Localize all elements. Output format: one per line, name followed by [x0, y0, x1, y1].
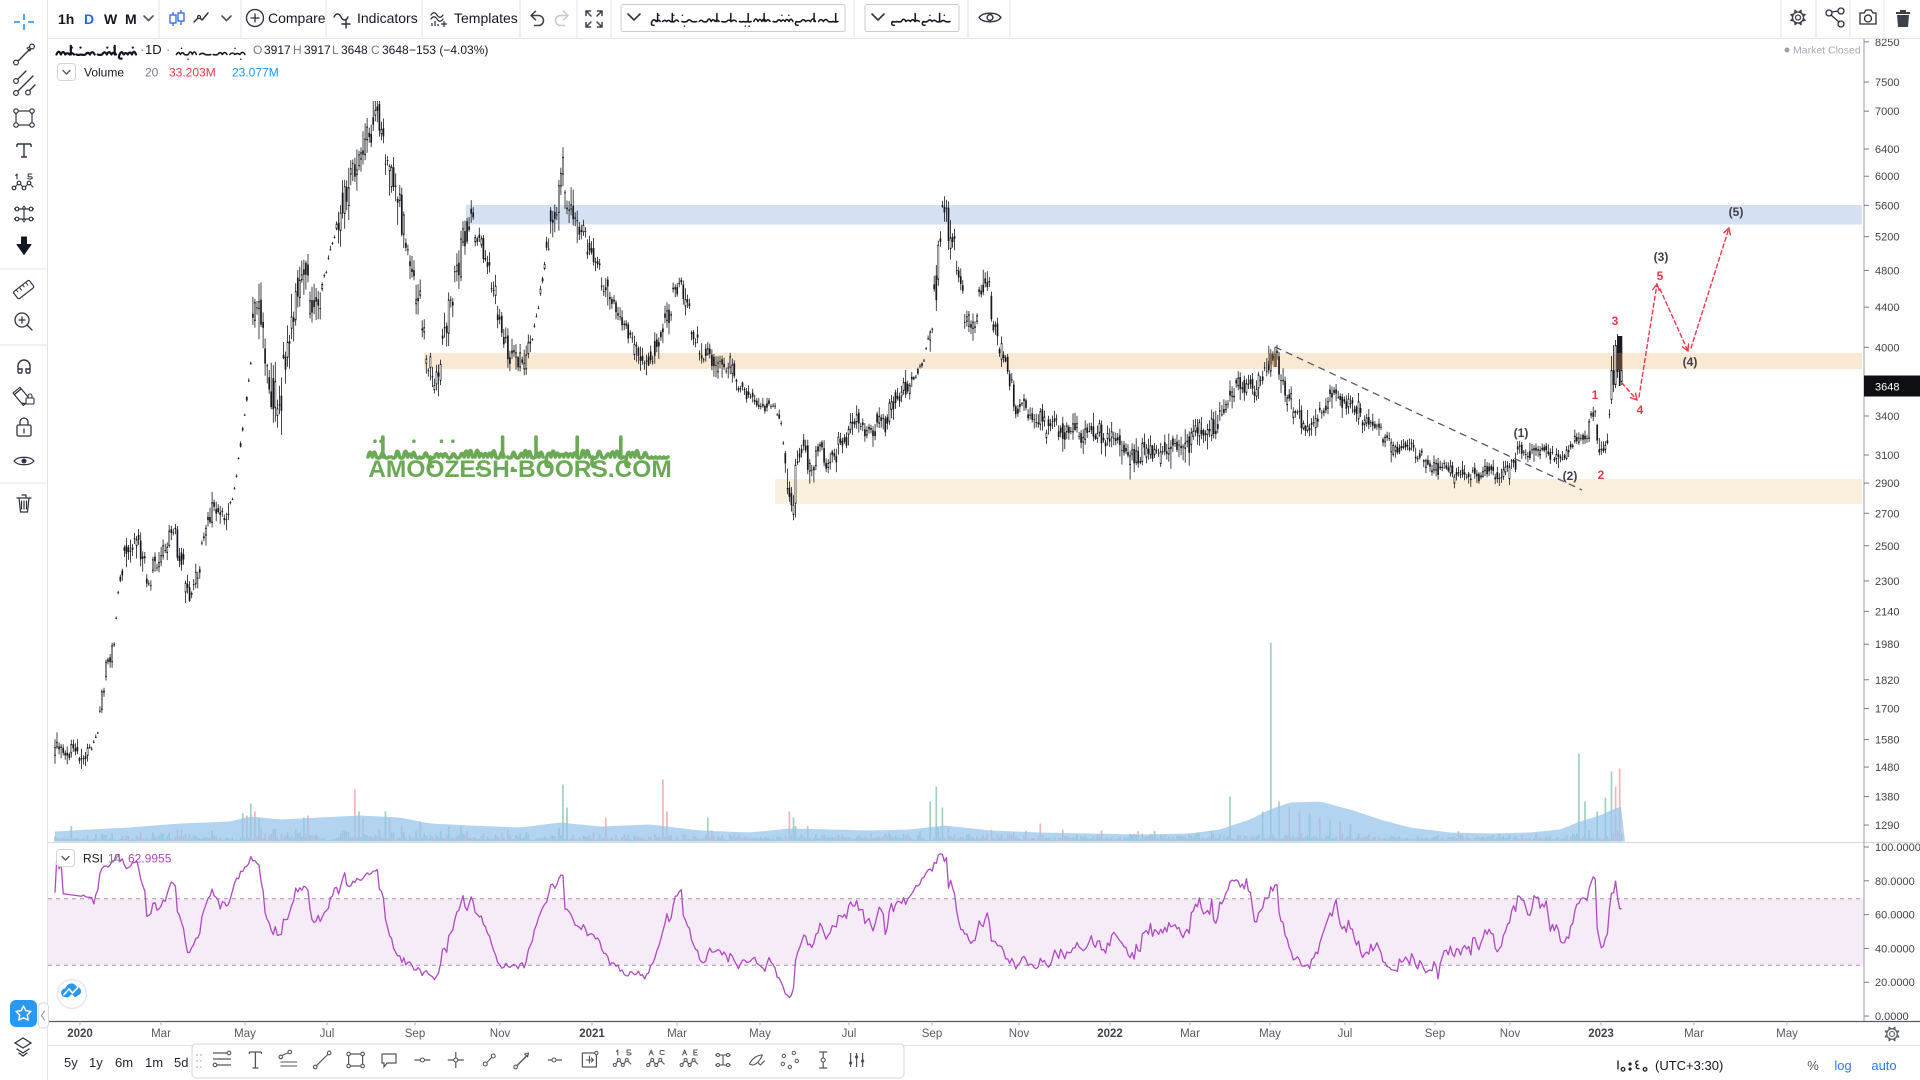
svg-text:23.077M: 23.077M	[232, 66, 279, 80]
svg-text:3: 3	[1612, 314, 1619, 328]
svg-text:40.0000: 40.0000	[1875, 943, 1915, 955]
svg-text:3100: 3100	[1875, 450, 1899, 462]
svg-text:4800: 4800	[1875, 265, 1899, 277]
svg-text:Nov: Nov	[1500, 1028, 1521, 1040]
svg-text:May: May	[1776, 1028, 1798, 1040]
svg-text:3648: 3648	[1875, 382, 1899, 394]
svg-text:−153 (−4.03%): −153 (−4.03%)	[409, 43, 488, 57]
svg-text:(5): (5)	[1729, 205, 1744, 219]
svg-text:Indicators: Indicators	[357, 10, 418, 26]
svg-text:1580: 1580	[1875, 734, 1899, 746]
svg-text:W: W	[104, 11, 118, 27]
svg-text:7500: 7500	[1875, 77, 1899, 89]
svg-text:Templates: Templates	[454, 10, 518, 26]
svg-text:Sep: Sep	[405, 1028, 425, 1040]
svg-text:33.203M: 33.203M	[169, 66, 216, 80]
svg-text:1m: 1m	[145, 1055, 163, 1070]
svg-text:7000: 7000	[1875, 106, 1899, 118]
svg-text:1290: 1290	[1875, 820, 1899, 832]
svg-text:Mar: Mar	[667, 1028, 687, 1040]
svg-text:(3): (3)	[1654, 250, 1669, 264]
svg-text:1y: 1y	[89, 1055, 103, 1070]
svg-text:Sep: Sep	[922, 1028, 942, 1040]
svg-text:0.0000: 0.0000	[1875, 1011, 1909, 1023]
svg-text:log: log	[1834, 1058, 1851, 1073]
svg-text:(4): (4)	[1683, 355, 1698, 369]
svg-text:Jul: Jul	[1338, 1028, 1353, 1040]
svg-text:62.9955: 62.9955	[128, 852, 172, 866]
svg-text:(1): (1)	[1514, 426, 1529, 440]
svg-text:6000: 6000	[1875, 171, 1899, 183]
svg-text:5600: 5600	[1875, 200, 1899, 212]
svg-text:Compare: Compare	[268, 10, 326, 26]
svg-text:·: ·	[140, 42, 144, 57]
svg-text:Nov: Nov	[490, 1028, 511, 1040]
svg-text:20.0000: 20.0000	[1875, 977, 1915, 989]
svg-text:100.0000: 100.0000	[1875, 842, 1920, 854]
svg-text:Jul: Jul	[320, 1028, 335, 1040]
svg-text:Mar: Mar	[1684, 1028, 1704, 1040]
svg-text:AMOOZESH-BOORS.COM: AMOOZESH-BOORS.COM	[368, 456, 672, 483]
svg-text:1480: 1480	[1875, 762, 1899, 774]
svg-text:May: May	[234, 1028, 256, 1040]
svg-text:5d: 5d	[174, 1055, 188, 1070]
svg-text:May: May	[1259, 1028, 1281, 1040]
svg-text:4: 4	[1637, 403, 1644, 417]
svg-text:(UTC+3:30): (UTC+3:30)	[1655, 1058, 1723, 1073]
svg-text:2022: 2022	[1097, 1028, 1123, 1040]
svg-text:1h: 1h	[58, 11, 74, 27]
svg-text:2700: 2700	[1875, 508, 1899, 520]
svg-text:L: L	[332, 43, 339, 57]
svg-text:H: H	[293, 43, 302, 57]
svg-text:2900: 2900	[1875, 478, 1899, 490]
svg-text:1: 1	[1592, 388, 1599, 402]
svg-text:5y: 5y	[64, 1055, 78, 1070]
svg-text:1980: 1980	[1875, 639, 1899, 651]
svg-text:Nov: Nov	[1009, 1028, 1030, 1040]
svg-text:3648: 3648	[382, 43, 409, 57]
svg-text:Volume: Volume	[84, 66, 124, 80]
svg-text:Market Closed: Market Closed	[1793, 45, 1861, 57]
svg-text:%: %	[1807, 1058, 1819, 1073]
svg-text:1820: 1820	[1875, 675, 1899, 687]
svg-text:2500: 2500	[1875, 541, 1899, 553]
svg-text:2023: 2023	[1588, 1028, 1614, 1040]
svg-text:Mar: Mar	[151, 1028, 171, 1040]
svg-text:2020: 2020	[67, 1028, 93, 1040]
svg-text:3917: 3917	[264, 43, 291, 57]
svg-text:4000: 4000	[1875, 342, 1899, 354]
svg-text:1700: 1700	[1875, 704, 1899, 716]
svg-text:2021: 2021	[579, 1028, 605, 1040]
svg-text:20: 20	[145, 66, 159, 80]
svg-text:4400: 4400	[1875, 302, 1899, 314]
svg-text:2140: 2140	[1875, 606, 1899, 618]
svg-text:2: 2	[1598, 468, 1605, 482]
svg-text:1D: 1D	[145, 42, 162, 57]
svg-text:3400: 3400	[1875, 411, 1899, 423]
svg-text:Mar: Mar	[1180, 1028, 1200, 1040]
svg-text:May: May	[749, 1028, 771, 1040]
svg-text:60.0000: 60.0000	[1875, 910, 1915, 922]
svg-text:O: O	[253, 43, 262, 57]
svg-text:5200: 5200	[1875, 232, 1899, 244]
svg-text:Jul: Jul	[842, 1028, 857, 1040]
svg-text:C: C	[371, 43, 380, 57]
svg-text:6400: 6400	[1875, 144, 1899, 156]
svg-text:14: 14	[108, 852, 122, 866]
svg-text:D: D	[84, 11, 94, 27]
svg-text:auto: auto	[1871, 1058, 1896, 1073]
svg-text:·: ·	[166, 42, 170, 57]
svg-text:M: M	[125, 11, 137, 27]
svg-text:5: 5	[1657, 269, 1664, 283]
svg-text:(2): (2)	[1563, 469, 1578, 483]
svg-text:3648: 3648	[341, 43, 368, 57]
svg-text:6m: 6m	[115, 1055, 133, 1070]
svg-text:2300: 2300	[1875, 576, 1899, 588]
svg-text:3917: 3917	[304, 43, 331, 57]
svg-text:80.0000: 80.0000	[1875, 876, 1915, 888]
svg-text:Sep: Sep	[1425, 1028, 1445, 1040]
svg-text:RSI: RSI	[83, 852, 103, 866]
svg-text:8250: 8250	[1875, 37, 1899, 49]
svg-text:1380: 1380	[1875, 792, 1899, 804]
